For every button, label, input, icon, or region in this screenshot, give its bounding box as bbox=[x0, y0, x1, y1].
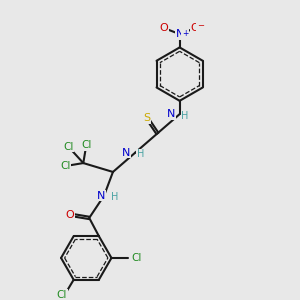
Text: Cl: Cl bbox=[60, 161, 71, 171]
Text: Cl: Cl bbox=[63, 142, 74, 152]
Text: Cl: Cl bbox=[131, 253, 142, 263]
Text: −: − bbox=[197, 21, 204, 30]
Text: H: H bbox=[181, 111, 189, 121]
Text: S: S bbox=[143, 113, 151, 123]
Text: O: O bbox=[160, 23, 169, 33]
Text: N: N bbox=[167, 109, 175, 119]
Text: N: N bbox=[122, 148, 131, 158]
Text: N: N bbox=[176, 29, 184, 39]
Text: Cl: Cl bbox=[57, 290, 67, 300]
Text: O: O bbox=[191, 23, 200, 33]
Text: H: H bbox=[111, 192, 118, 202]
Text: N: N bbox=[97, 191, 106, 201]
Text: +: + bbox=[182, 29, 188, 38]
Text: H: H bbox=[137, 149, 144, 159]
Text: Cl: Cl bbox=[81, 140, 92, 150]
Text: O: O bbox=[66, 210, 74, 220]
